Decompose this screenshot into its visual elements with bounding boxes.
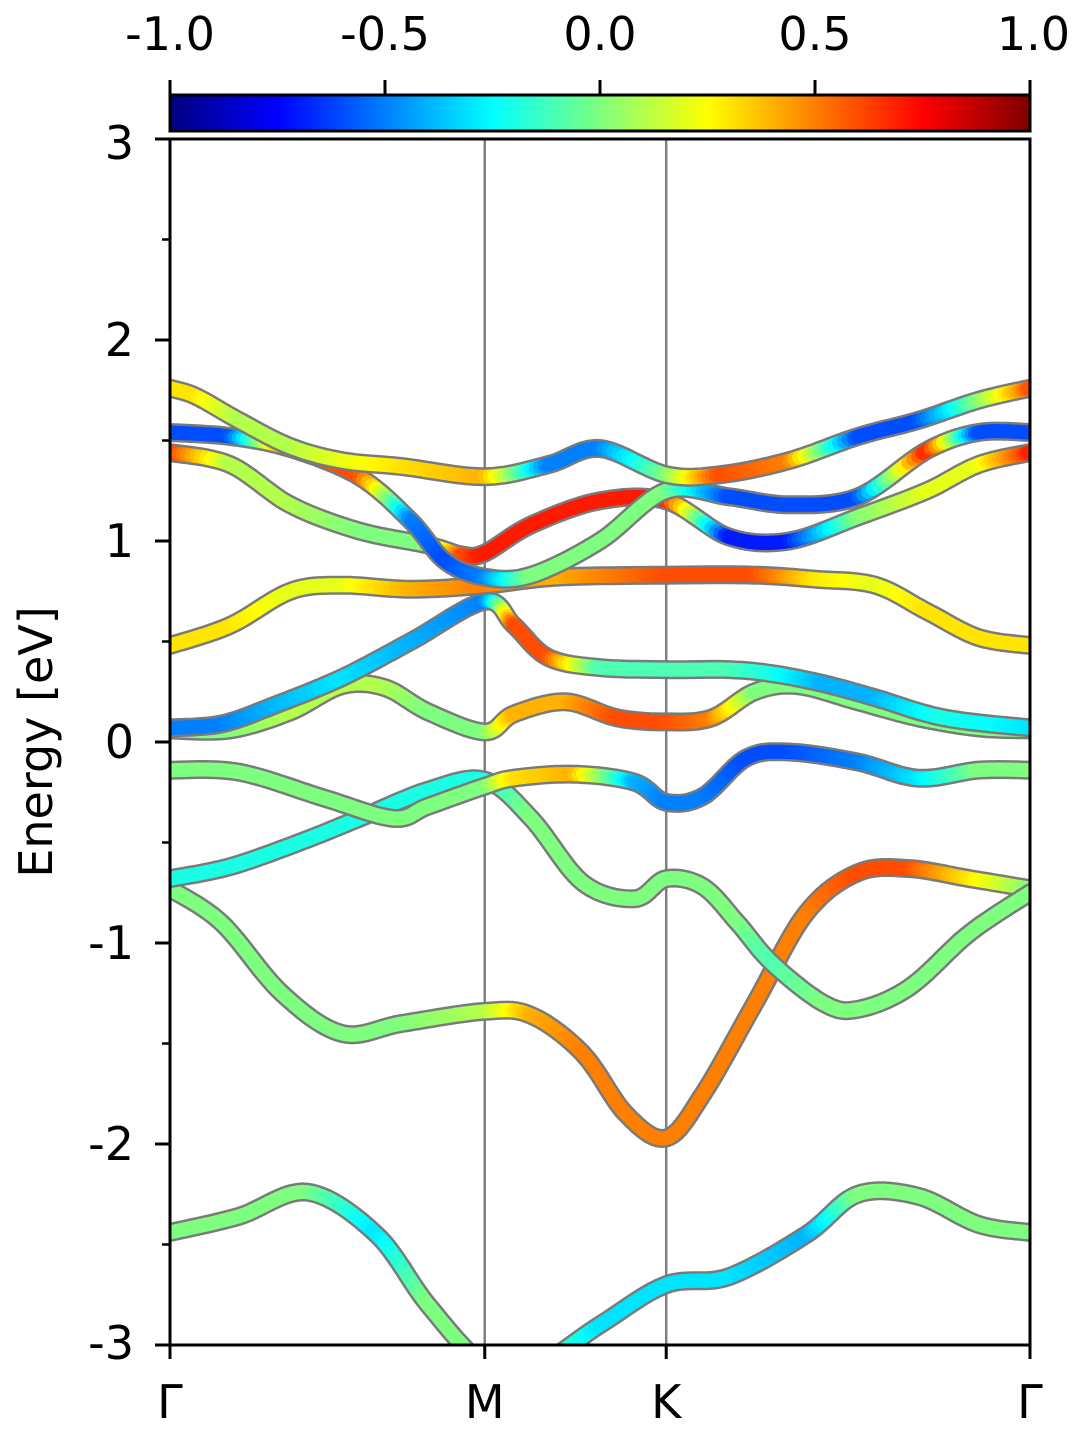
band-3: [170, 769, 1030, 1021]
y-tick-label: 0: [105, 715, 134, 769]
band-segment: [559, 1339, 577, 1345]
colorbar-tick-label: 1.0: [997, 7, 1070, 61]
band-segment: [559, 1342, 570, 1345]
colorbar-tick-label: 0.0: [563, 7, 636, 61]
band-segment: [458, 1341, 472, 1345]
band-segment: [485, 1365, 489, 1367]
band-segment: [492, 1369, 495, 1371]
y-axis-ticks: 3 2 1 0 -1 -2 -3: [88, 116, 170, 1370]
x-tick-label: M: [465, 1375, 505, 1429]
band-segment: [520, 1372, 524, 1373]
band-segment: [527, 1369, 531, 1370]
y-tick-label: 2: [105, 313, 134, 367]
band-segment: [549, 1357, 554, 1360]
x-tick-label: Γ: [1017, 1375, 1043, 1429]
band-segment: [501, 1373, 504, 1374]
band-segment: [481, 1363, 485, 1366]
band-4: [170, 742, 1030, 828]
band-segment: [473, 1356, 477, 1359]
band-10: [170, 378, 1030, 487]
band-segment: [488, 1367, 491, 1369]
band-6: [170, 591, 1030, 738]
band-segment: [498, 1372, 501, 1373]
band-segment: [540, 1363, 545, 1366]
colorbar-tick-label: 0.5: [778, 7, 851, 61]
y-tick-label: -3: [88, 1316, 134, 1370]
colorbar-gradient: [168, 93, 1032, 133]
band-segment: [469, 1352, 473, 1356]
colorbar: -1.0 -0.5 0.0 0.5 1.0: [125, 7, 1070, 133]
band-1: [170, 1181, 1030, 1374]
colorbar-ticks: -1.0 -0.5 0.0 0.5 1.0: [125, 7, 1070, 95]
band-7: [170, 565, 1030, 655]
band-segment: [531, 1367, 535, 1369]
plot-area: 3 2 1 0 -1 -2 -3 Γ M K Γ: [88, 116, 1043, 1429]
band-segment: [513, 1373, 516, 1374]
band-segment: [535, 1365, 540, 1367]
band-segment: [495, 1371, 498, 1372]
bands: [170, 378, 1030, 1374]
band-segment: [517, 1373, 520, 1374]
band-segment: [477, 1360, 481, 1363]
y-tick-label: 3: [105, 116, 134, 170]
colorbar-tick-label: -0.5: [340, 7, 430, 61]
band-2: [170, 858, 1030, 1148]
x-tick-label: Γ: [157, 1375, 183, 1429]
band-segment: [554, 1353, 559, 1356]
band-segment: [545, 1360, 550, 1363]
y-tick-label: -2: [88, 1117, 134, 1171]
plot-frame-background: [170, 139, 1030, 1345]
y-axis-label: Energy [eV]: [9, 606, 63, 877]
y-tick-label: -1: [88, 916, 134, 970]
x-tick-label: K: [651, 1375, 683, 1429]
colorbar-tick-label: -1.0: [125, 7, 215, 61]
band-segment: [524, 1371, 528, 1372]
y-tick-label: 1: [105, 514, 134, 568]
